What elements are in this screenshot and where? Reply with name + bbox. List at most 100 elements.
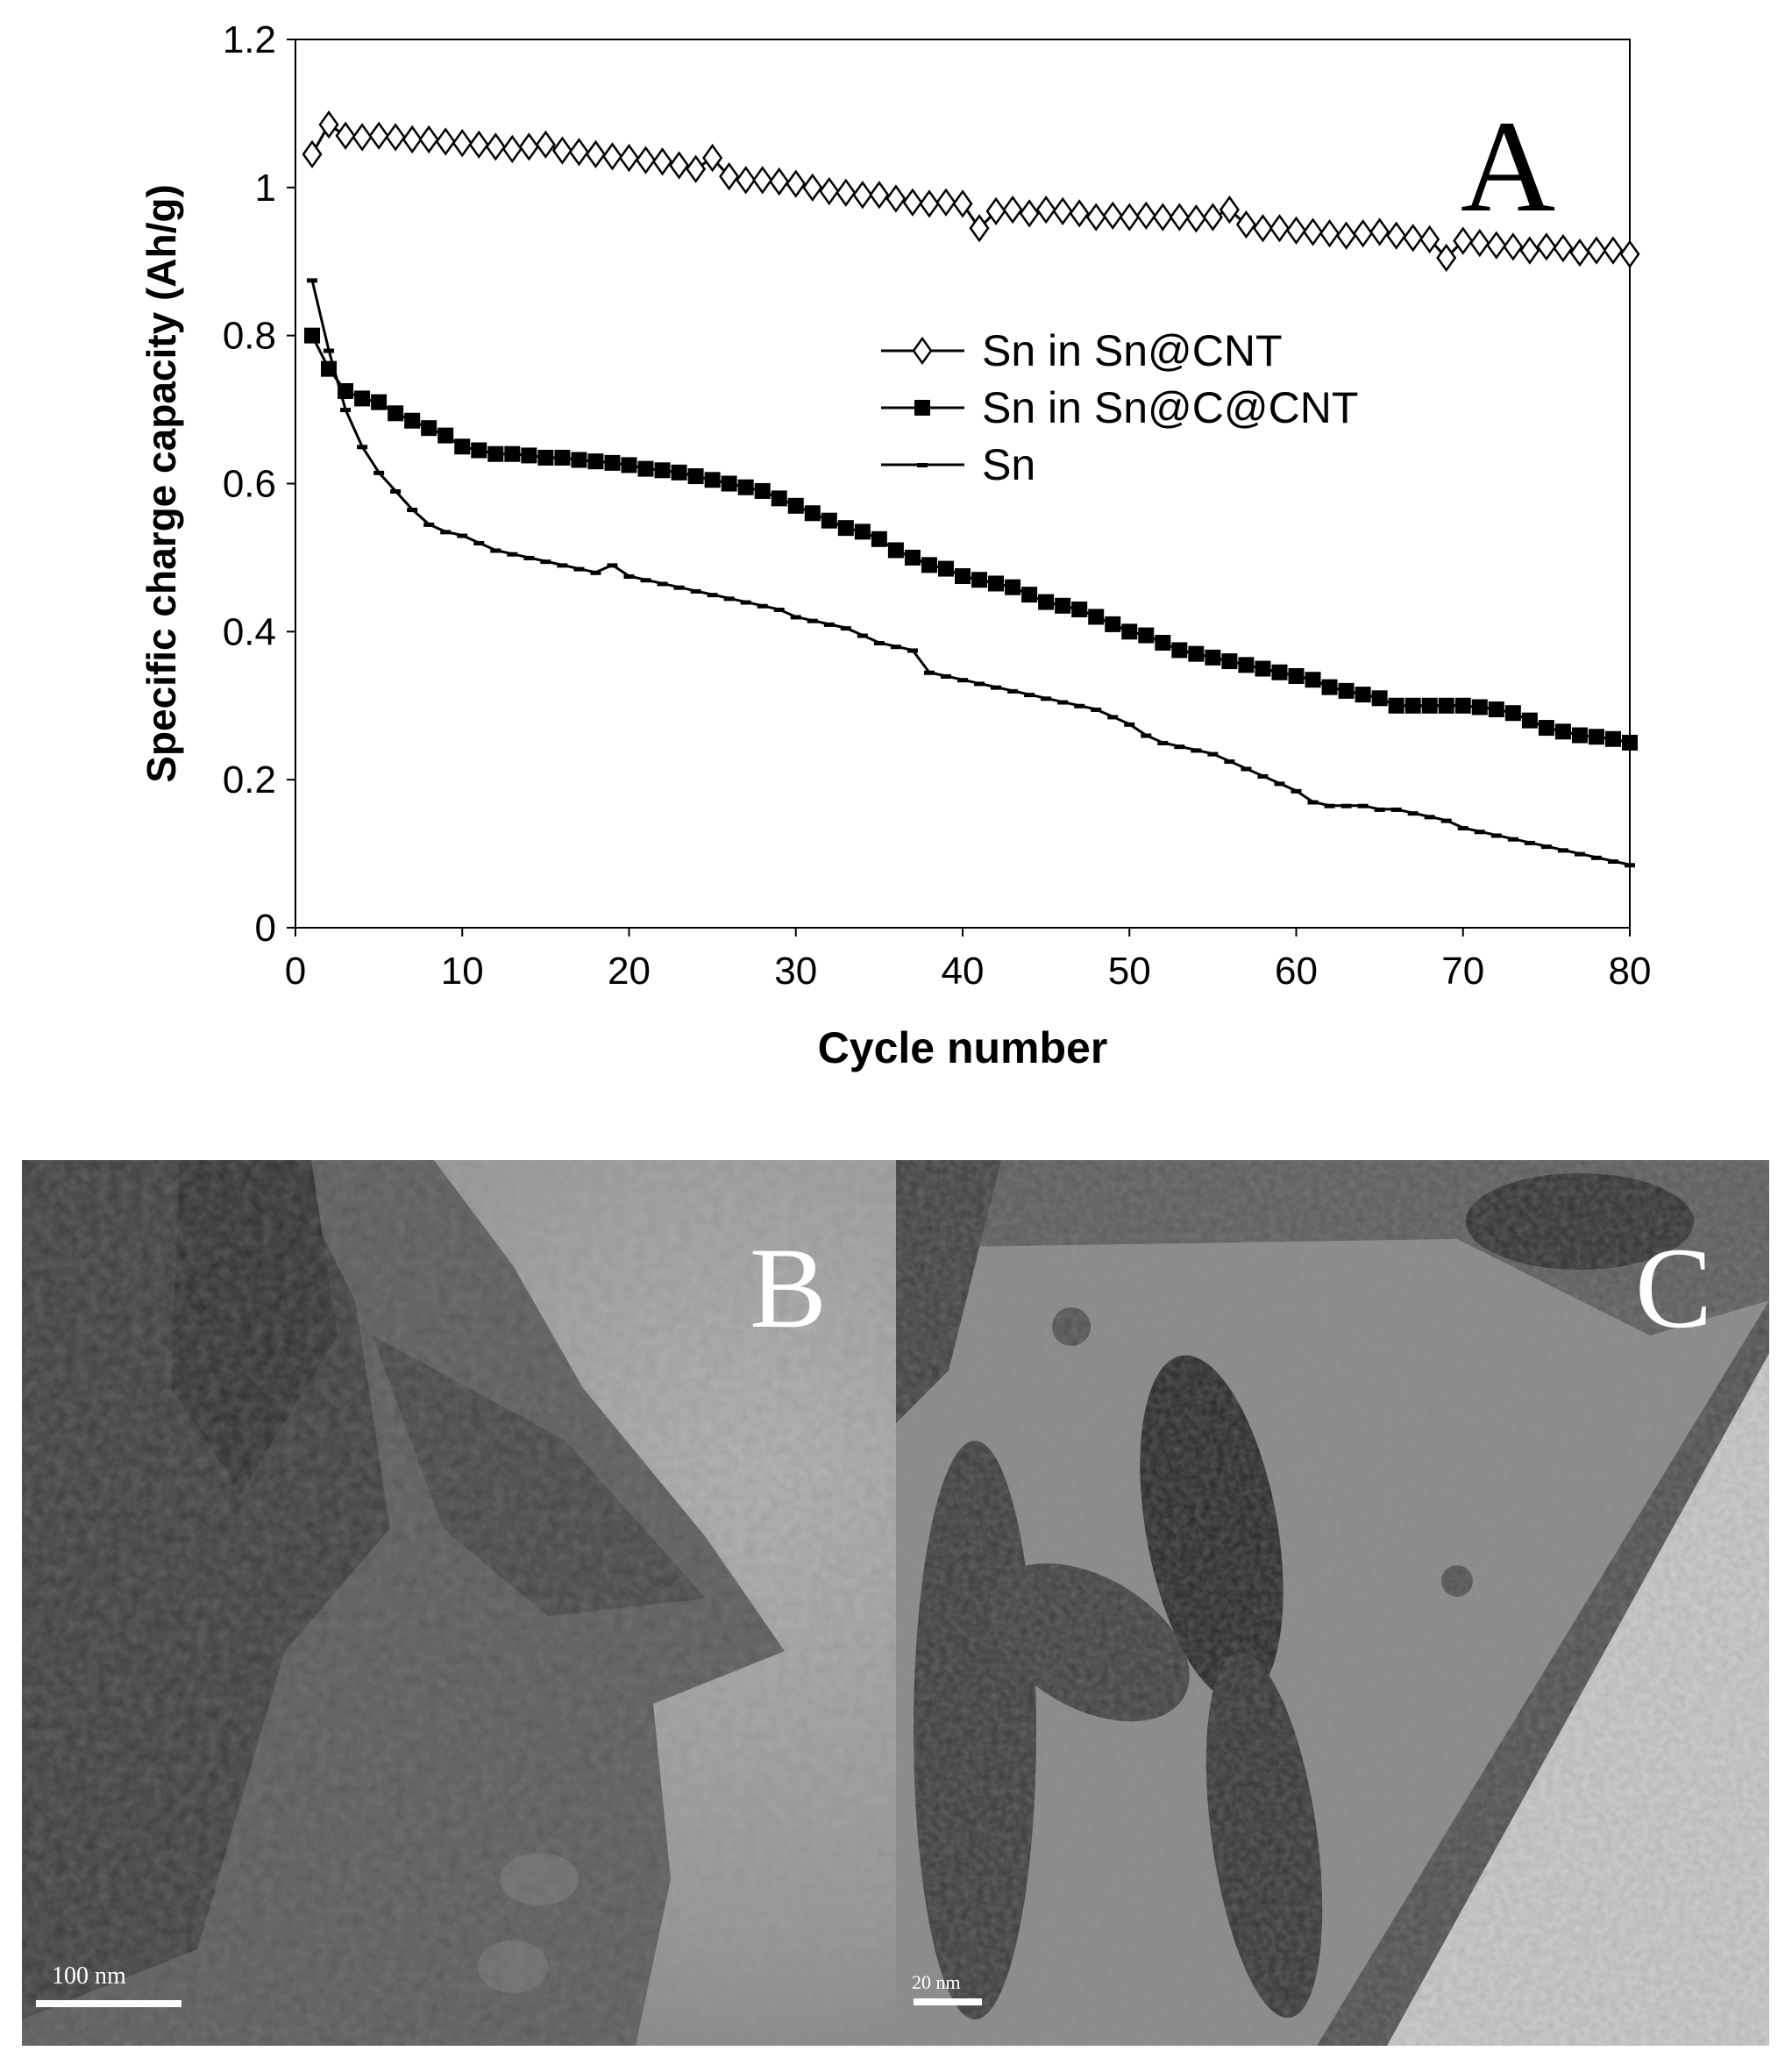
data-point <box>902 188 923 217</box>
legend-marker <box>912 336 933 366</box>
data-point <box>1235 210 1256 239</box>
data-point <box>573 566 585 572</box>
data-point <box>504 445 521 462</box>
data-point <box>1625 863 1635 868</box>
data-point <box>923 670 935 675</box>
data-point <box>955 568 971 585</box>
data-point <box>1085 203 1106 231</box>
legend-entry: Sn <box>982 440 1035 489</box>
panel-letter-a: A <box>1461 94 1555 239</box>
data-point <box>719 162 740 191</box>
series-0 <box>302 110 1640 273</box>
data-point <box>523 555 535 560</box>
data-point <box>807 618 818 623</box>
data-point <box>1291 788 1302 794</box>
data-point <box>1188 645 1205 662</box>
data-point <box>821 512 837 529</box>
data-point <box>1305 672 1321 688</box>
data-point <box>937 560 954 577</box>
x-axis-label: Cycle number <box>818 1023 1108 1072</box>
data-point <box>740 600 751 605</box>
data-point <box>837 520 854 537</box>
data-point <box>1353 219 1374 248</box>
data-point <box>757 603 768 609</box>
data-point <box>1553 233 1574 263</box>
data-point <box>1436 243 1457 273</box>
data-point <box>640 578 651 583</box>
data-point <box>1486 231 1507 260</box>
data-point <box>657 581 668 587</box>
data-point <box>1138 627 1155 644</box>
data-point <box>1119 203 1140 231</box>
legend-entry: Sn in Sn@C@CNT <box>982 383 1358 432</box>
data-point <box>1571 727 1588 744</box>
data-point <box>535 130 556 160</box>
data-point <box>985 196 1006 225</box>
data-point <box>1440 818 1452 823</box>
data-point <box>702 143 723 173</box>
data-point <box>1221 653 1238 670</box>
data-point <box>921 557 937 573</box>
data-point <box>1205 649 1221 666</box>
data-point <box>318 110 339 139</box>
data-point <box>1038 594 1055 610</box>
data-point <box>952 189 973 218</box>
data-point <box>485 132 506 161</box>
data-point <box>1024 693 1035 698</box>
data-point <box>621 457 637 474</box>
data-point <box>540 559 551 565</box>
data-point <box>388 405 404 422</box>
data-point <box>521 447 537 464</box>
data-point <box>1069 199 1090 228</box>
data-point <box>1457 826 1468 831</box>
data-point <box>671 464 687 481</box>
data-point <box>1355 687 1371 703</box>
data-point <box>887 542 904 559</box>
data-point <box>1586 236 1607 265</box>
data-point <box>707 593 718 598</box>
x-tick-label: 0 <box>285 950 306 993</box>
data-point <box>623 574 635 580</box>
data-point <box>1554 723 1571 740</box>
data-point <box>1255 660 1271 677</box>
data-point <box>1453 226 1474 255</box>
data-point <box>940 673 951 679</box>
data-point <box>1102 201 1123 231</box>
data-point <box>402 125 423 154</box>
data-point <box>1041 696 1052 701</box>
data-point <box>988 575 1005 592</box>
data-point <box>437 427 454 444</box>
data-point <box>568 138 589 167</box>
data-point <box>704 472 721 488</box>
y-axis-label: Specific charge capacity (Ah/g) <box>139 184 184 783</box>
scale-bar-b <box>36 2000 181 2007</box>
data-point <box>507 552 518 557</box>
data-point <box>571 452 587 468</box>
data-point <box>352 123 373 152</box>
y-tick-label: 1 <box>255 167 276 210</box>
data-point <box>373 470 385 475</box>
series-line <box>310 280 1631 866</box>
data-point <box>1438 697 1454 714</box>
x-tick-label: 10 <box>441 950 484 993</box>
data-point <box>1121 623 1138 640</box>
y-tick-label: 1.2 <box>223 18 276 61</box>
x-tick-label: 40 <box>942 950 985 993</box>
data-point <box>1269 214 1291 243</box>
data-point <box>690 588 701 594</box>
data-point <box>551 136 572 165</box>
data-point <box>687 468 704 485</box>
data-point <box>1503 232 1524 261</box>
tem-panel-c: C 20 nm <box>896 1160 1769 2046</box>
data-point <box>468 130 489 160</box>
data-point <box>407 508 418 513</box>
data-point <box>1091 707 1102 712</box>
data-point <box>1074 703 1085 709</box>
legend-marker <box>917 463 928 467</box>
data-point <box>473 541 485 546</box>
data-point <box>721 475 737 492</box>
data-point <box>607 563 618 568</box>
data-point <box>1257 773 1269 779</box>
y-tick-label: 0.6 <box>223 463 276 506</box>
data-point <box>1336 221 1357 250</box>
